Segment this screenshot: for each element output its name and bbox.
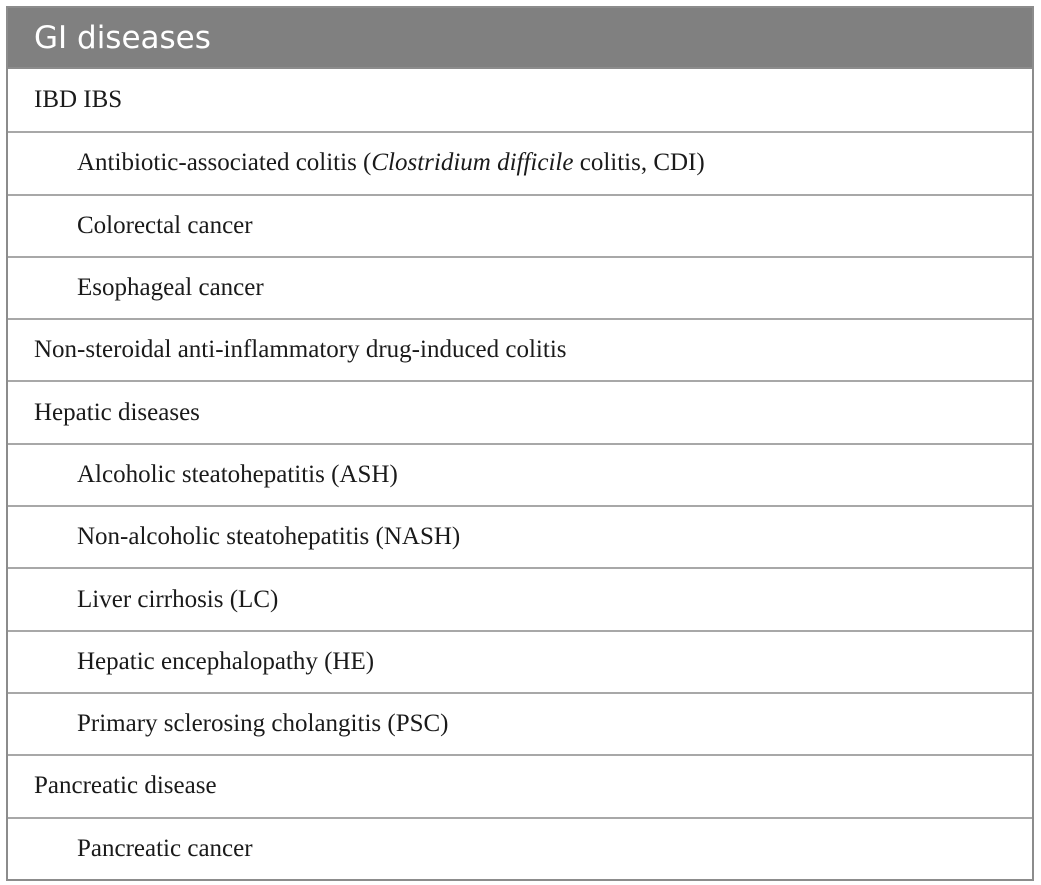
row-label: Primary sclerosing cholangitis (PSC) xyxy=(77,710,449,738)
row-label: Liver cirrhosis (LC) xyxy=(77,585,279,613)
table-row-nash: Non-alcoholic steatohepatitis (NASH) xyxy=(8,505,1032,567)
row-label: Antibiotic-associated colitis (Clostridi… xyxy=(77,149,705,177)
row-label: Hepatic encephalopathy (HE) xyxy=(77,647,375,675)
table-row-ash: Alcoholic steatohepatitis (ASH) xyxy=(8,442,1032,505)
row-label: Esophageal cancer xyxy=(77,274,264,302)
table-header: GI diseases xyxy=(8,8,1032,69)
table-row-hepatic-encephalopathy: Hepatic encephalopathy (HE) xyxy=(8,629,1032,692)
row-label-part: Antibiotic-associated colitis ( xyxy=(77,149,372,177)
row-label: Hepatic diseases xyxy=(34,398,200,426)
row-label: Pancreatic disease xyxy=(34,772,217,800)
row-label: Pancreatic cancer xyxy=(77,834,253,862)
table-row-nsaid-colitis: Non-steroidal anti-inflammatory drug-ind… xyxy=(8,318,1032,380)
row-label: Non-alcoholic steatohepatitis (NASH) xyxy=(77,523,461,551)
gi-diseases-table: GI diseases IBD IBS Antibiotic-associate… xyxy=(6,6,1034,881)
row-label: Non-steroidal anti-inflammatory drug-ind… xyxy=(34,336,567,364)
table-row-psc: Primary sclerosing cholangitis (PSC) xyxy=(8,691,1032,754)
table-row-pancreatic-cancer: Pancreatic cancer xyxy=(8,816,1032,879)
row-label: Alcoholic steatohepatitis (ASH) xyxy=(77,460,398,488)
row-label: Colorectal cancer xyxy=(77,211,253,239)
table-row-esophageal-cancer: Esophageal cancer xyxy=(8,255,1032,318)
row-label-italic: Clostridium difficile xyxy=(371,149,574,177)
table-row-colorectal-cancer: Colorectal cancer xyxy=(8,193,1032,256)
row-label-part: colitis, CDI) xyxy=(573,149,705,177)
table-row-hepatic-diseases: Hepatic diseases xyxy=(8,380,1032,442)
table-row-liver-cirrhosis: Liver cirrhosis (LC) xyxy=(8,567,1032,629)
table-row-pancreatic-disease: Pancreatic disease xyxy=(8,754,1032,816)
table-row-antibiotic-colitis: Antibiotic-associated colitis (Clostridi… xyxy=(8,131,1032,193)
table-row-ibd-ibs: IBD IBS xyxy=(8,69,1032,131)
row-label: IBD IBS xyxy=(34,86,123,114)
